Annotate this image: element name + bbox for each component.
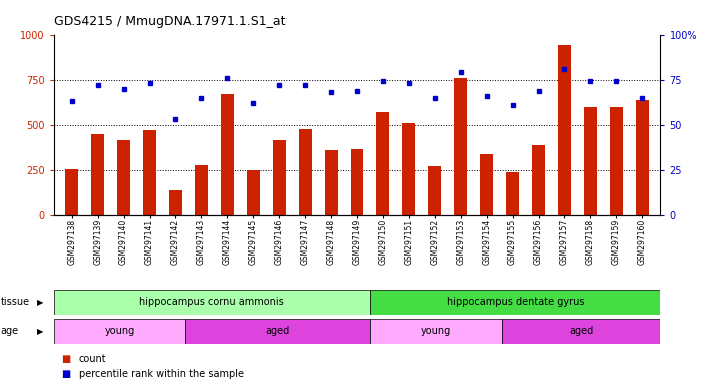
Bar: [65, 169, 79, 215]
Text: hippocampus dentate gyrus: hippocampus dentate gyrus: [446, 297, 584, 308]
Bar: [298, 129, 311, 215]
Text: tissue: tissue: [1, 297, 30, 308]
Bar: [635, 99, 649, 215]
Bar: [186, 319, 370, 344]
Text: young: young: [421, 326, 451, 336]
Bar: [117, 140, 130, 215]
Bar: [273, 140, 286, 215]
Bar: [403, 123, 416, 215]
Bar: [221, 94, 233, 215]
Bar: [428, 166, 441, 215]
Bar: [169, 190, 182, 215]
Text: percentile rank within the sample: percentile rank within the sample: [79, 369, 243, 379]
Text: ▶: ▶: [37, 298, 44, 307]
Text: young: young: [104, 326, 135, 336]
Bar: [584, 107, 597, 215]
Bar: [195, 164, 208, 215]
Text: aged: aged: [266, 326, 290, 336]
Bar: [351, 149, 363, 215]
Text: aged: aged: [569, 326, 593, 336]
Bar: [91, 134, 104, 215]
Bar: [325, 150, 338, 215]
Text: age: age: [1, 326, 19, 336]
Text: count: count: [79, 354, 106, 364]
Bar: [143, 130, 156, 215]
Bar: [506, 172, 519, 215]
Bar: [247, 170, 260, 215]
Bar: [502, 319, 660, 344]
Bar: [558, 45, 571, 215]
Bar: [454, 78, 467, 215]
Bar: [54, 290, 370, 315]
Text: ■: ■: [61, 354, 70, 364]
Bar: [370, 290, 660, 315]
Text: GDS4215 / MmugDNA.17971.1.S1_at: GDS4215 / MmugDNA.17971.1.S1_at: [54, 15, 285, 28]
Bar: [54, 319, 186, 344]
Text: hippocampus cornu ammonis: hippocampus cornu ammonis: [139, 297, 284, 308]
Bar: [376, 112, 389, 215]
Bar: [481, 154, 493, 215]
Bar: [370, 319, 502, 344]
Text: ▶: ▶: [37, 327, 44, 336]
Bar: [610, 107, 623, 215]
Bar: [532, 145, 545, 215]
Text: ■: ■: [61, 369, 70, 379]
